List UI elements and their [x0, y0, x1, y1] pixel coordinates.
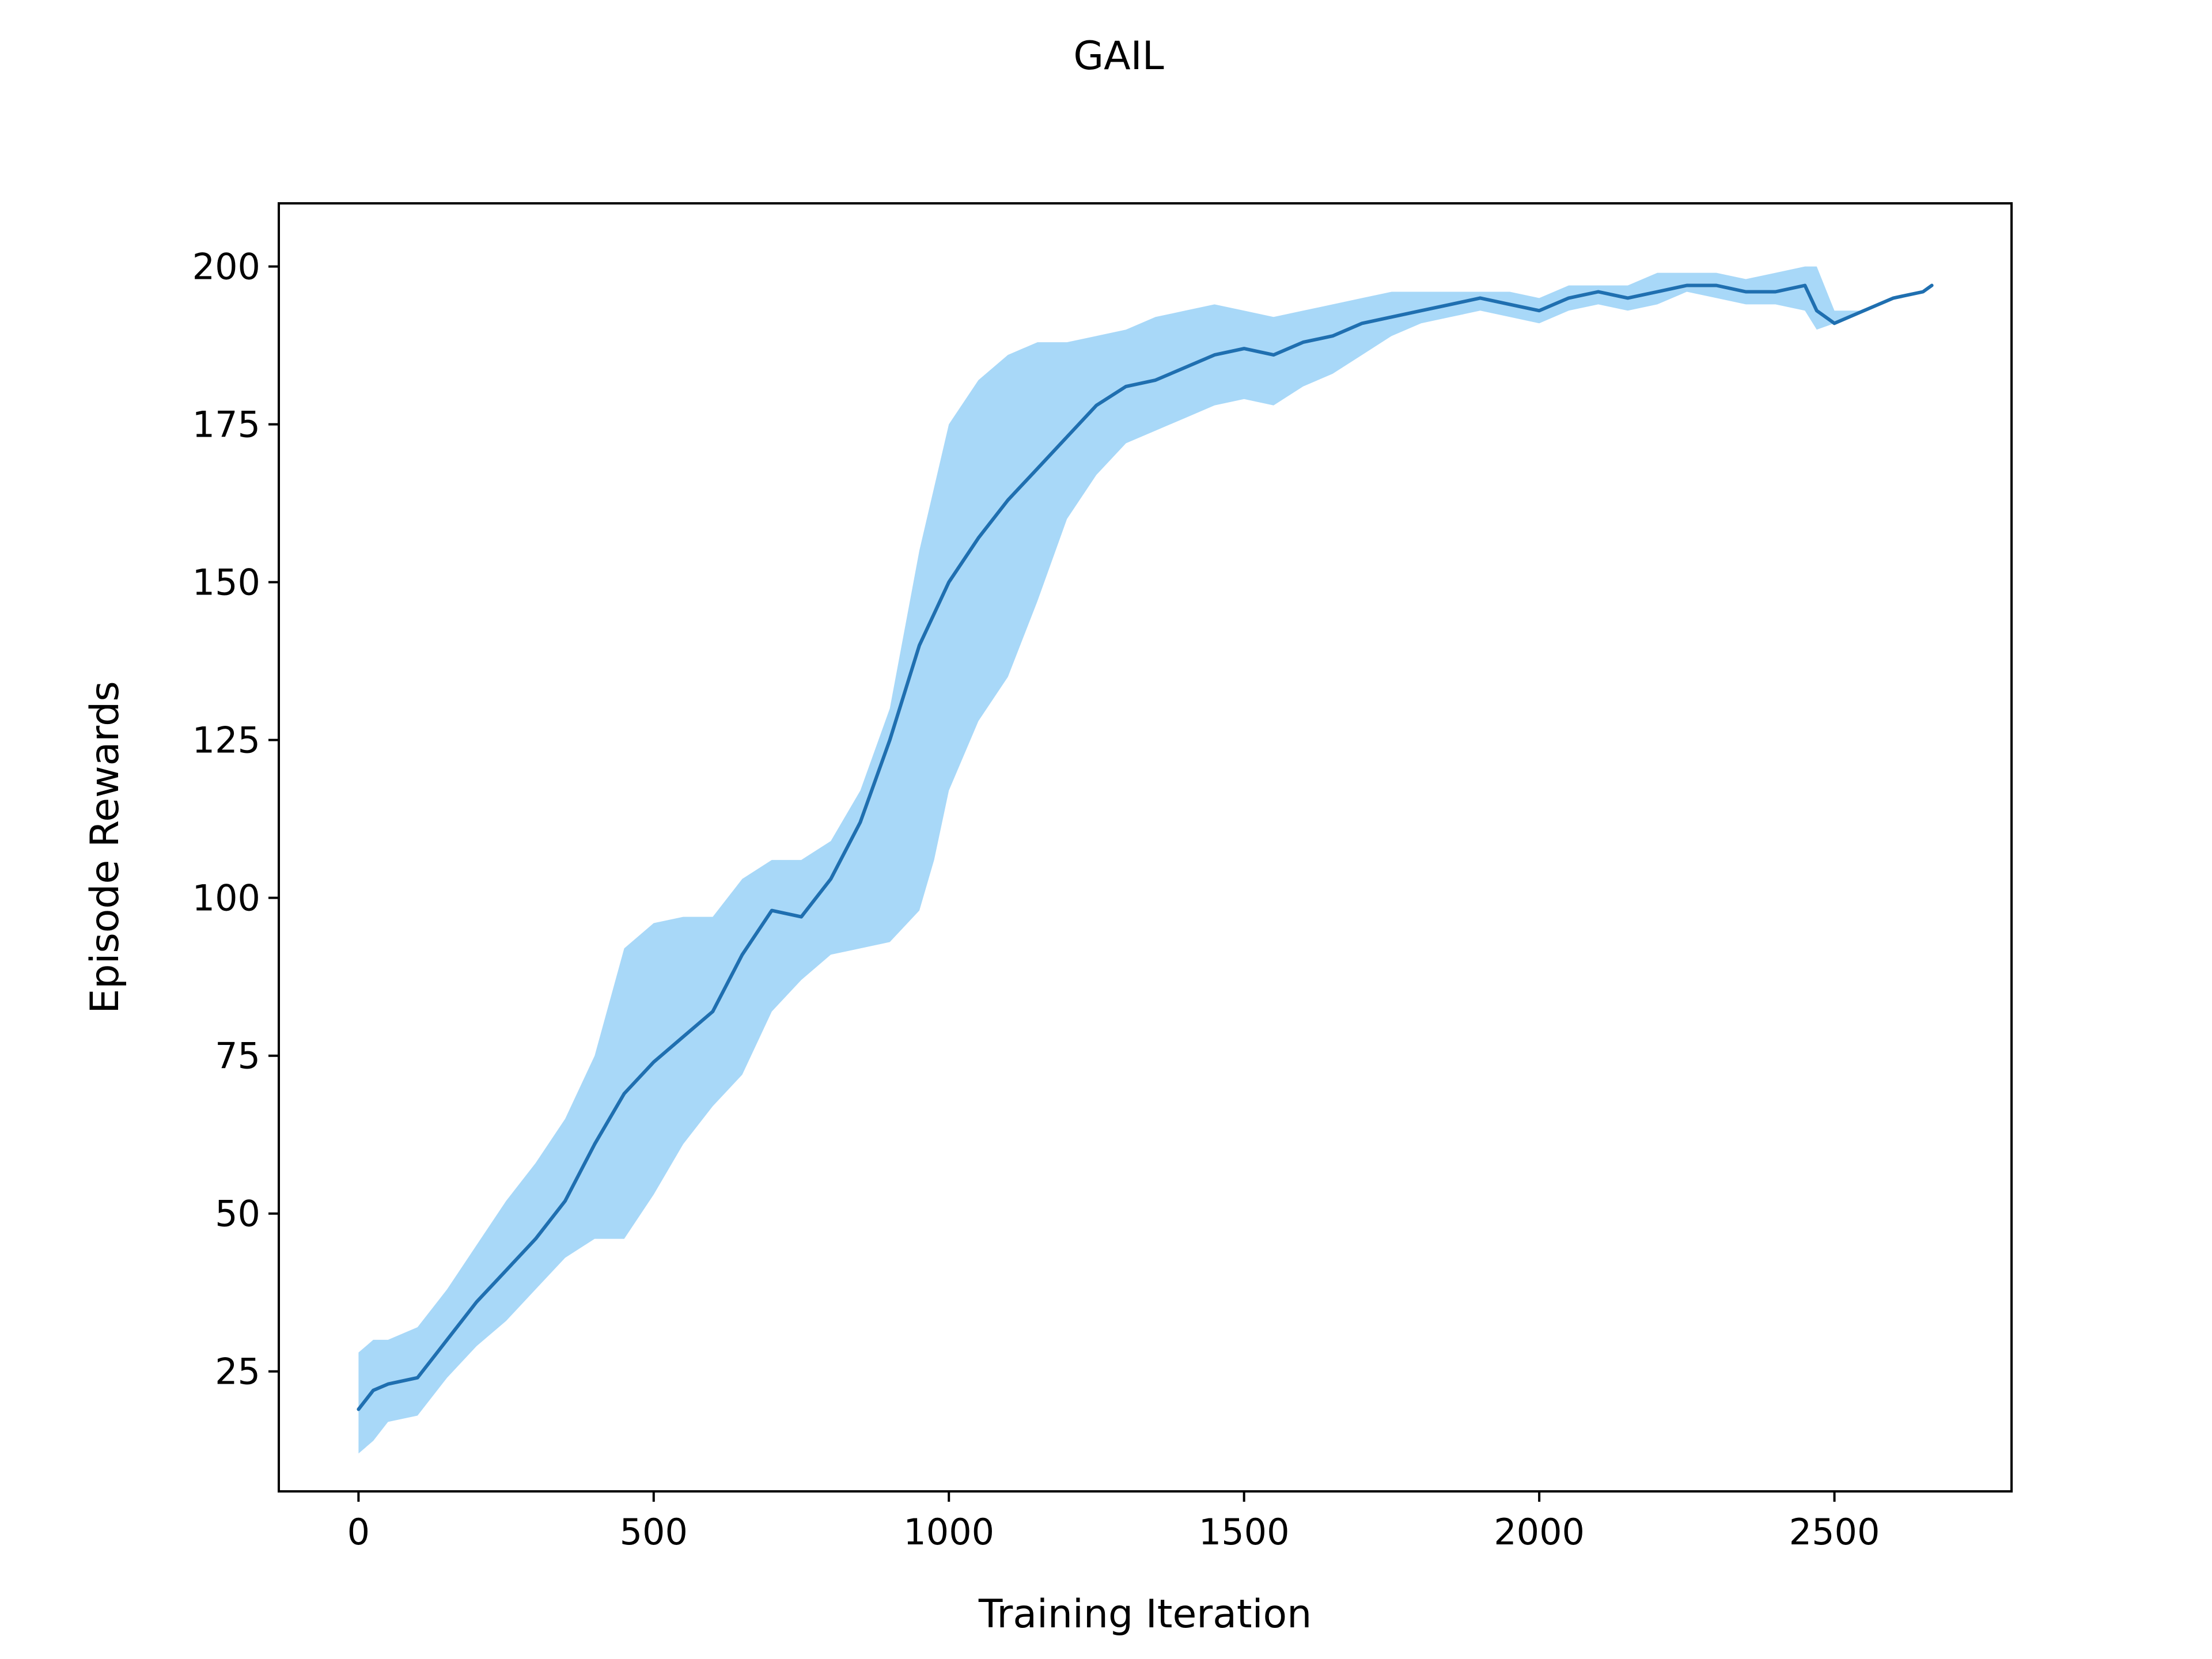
y-tick-label: 75	[215, 1035, 260, 1077]
y-tick-label: 200	[192, 246, 260, 288]
chart-title: GAIL	[1073, 33, 1164, 79]
x-axis-ticks: 0 500 1000 1500 2000 2500	[347, 1491, 1880, 1553]
y-tick-label: 125	[192, 719, 260, 762]
x-tick-label: 0	[347, 1511, 370, 1553]
y-axis-label: Episode Rewards	[82, 681, 128, 1013]
y-tick-label: 25	[215, 1351, 260, 1393]
x-tick-label: 2500	[1789, 1511, 1880, 1553]
x-axis-label: Training Iteration	[978, 1592, 1312, 1637]
x-tick-label: 1500	[1199, 1511, 1290, 1553]
y-tick-label: 100	[192, 877, 260, 919]
y-tick-label: 50	[215, 1193, 260, 1235]
y-tick-label: 150	[192, 562, 260, 604]
mean-reward-line	[357, 283, 1934, 1411]
y-tick-label: 175	[192, 404, 260, 446]
plot-area	[357, 266, 1934, 1454]
x-tick-label: 1000	[903, 1511, 994, 1553]
x-tick-label: 2000	[1494, 1511, 1585, 1553]
x-tick-label: 500	[620, 1511, 688, 1553]
y-axis-ticks: 25 50 75 100 125 150 175 200	[192, 246, 279, 1393]
axes-frame	[278, 202, 2013, 1493]
